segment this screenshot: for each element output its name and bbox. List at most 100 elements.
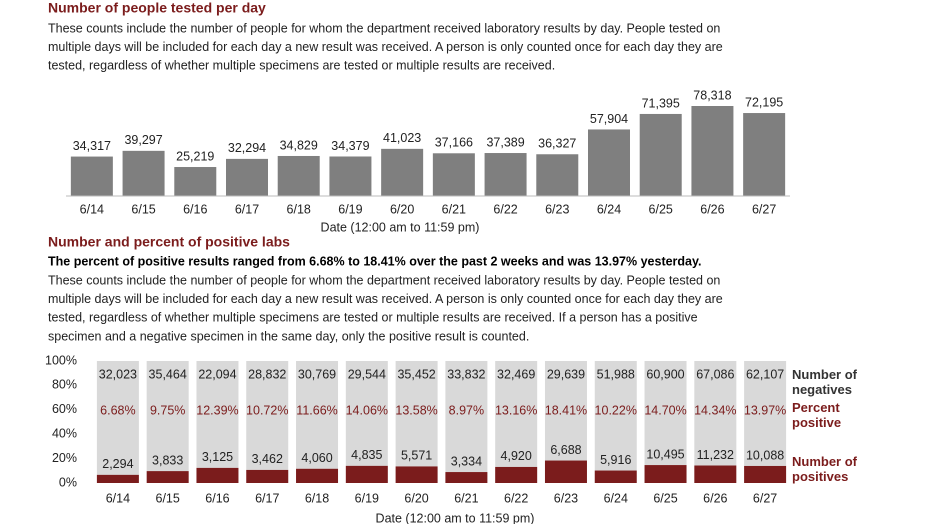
negative-bar bbox=[495, 361, 538, 467]
data-label: 34,829 bbox=[280, 138, 318, 152]
chart-title: Number and percent of positive labs bbox=[48, 234, 290, 250]
negative-bar bbox=[246, 361, 289, 470]
description-line: specimen and a negative specimen in the … bbox=[48, 329, 529, 343]
positive-bar bbox=[196, 467, 239, 483]
chart-title: Number of people tested per day bbox=[48, 0, 266, 16]
description-line: tested, regardless of whether multiple s… bbox=[48, 59, 555, 73]
description-line: multiple days will be included for each … bbox=[48, 292, 723, 306]
data-label: 51,988 bbox=[597, 367, 635, 381]
x-tick-label: 6/20 bbox=[390, 202, 414, 216]
data-label: 29,544 bbox=[348, 367, 386, 381]
negative-bar bbox=[594, 361, 637, 471]
data-label: 10,495 bbox=[646, 447, 684, 461]
bar bbox=[329, 156, 372, 196]
x-tick-label: 6/20 bbox=[404, 491, 428, 505]
data-label: 22,094 bbox=[198, 367, 236, 381]
negative-bar bbox=[196, 361, 239, 468]
bar bbox=[381, 148, 424, 196]
positive-bar bbox=[594, 470, 637, 483]
positive-bar bbox=[96, 474, 139, 483]
data-label: 60,900 bbox=[646, 367, 684, 381]
x-tick-label: 6/25 bbox=[649, 202, 673, 216]
bar bbox=[432, 153, 475, 196]
negative-bar bbox=[96, 361, 139, 475]
data-label: 72,195 bbox=[745, 95, 783, 109]
x-tick-label: 6/27 bbox=[752, 202, 776, 216]
bar bbox=[691, 106, 734, 196]
y-tick-label: 100% bbox=[45, 353, 77, 367]
y-tick-label: 80% bbox=[52, 378, 77, 392]
data-label: 18.41% bbox=[545, 403, 587, 417]
data-label: 32,023 bbox=[99, 367, 137, 381]
data-label: 10.22% bbox=[595, 403, 637, 417]
negative-bar bbox=[445, 361, 488, 473]
y-tick-label: 0% bbox=[59, 475, 77, 489]
x-tick-label: 6/23 bbox=[545, 202, 569, 216]
data-label: 12.39% bbox=[196, 403, 238, 417]
data-label: 11,232 bbox=[697, 448, 734, 462]
data-label: 32,294 bbox=[228, 141, 266, 155]
description-line: These counts include the number of peopl… bbox=[48, 21, 720, 35]
data-label: 62,107 bbox=[746, 367, 784, 381]
x-tick-label: 6/17 bbox=[235, 202, 259, 216]
bar bbox=[743, 113, 786, 196]
positive-bar bbox=[345, 465, 388, 483]
data-label: 4,060 bbox=[301, 451, 332, 465]
bar bbox=[226, 158, 268, 196]
negative-bar bbox=[146, 361, 189, 472]
x-tick-label: 6/21 bbox=[454, 491, 478, 505]
chart-subtitle: The percent of positive results ranged f… bbox=[48, 254, 702, 268]
y-tick-label: 40% bbox=[52, 426, 77, 440]
positive-bar bbox=[495, 466, 538, 483]
bar bbox=[484, 153, 527, 196]
data-label: 14.06% bbox=[346, 403, 388, 417]
positive-bar bbox=[544, 460, 587, 483]
data-label: 3,833 bbox=[152, 453, 183, 467]
x-tick-label: 6/18 bbox=[305, 491, 329, 505]
y-tick-label: 20% bbox=[52, 451, 77, 465]
data-label: 35,464 bbox=[149, 367, 187, 381]
data-label: 11.66% bbox=[296, 403, 337, 417]
data-label: 13.16% bbox=[495, 403, 537, 417]
bar bbox=[122, 150, 165, 196]
x-tick-label: 6/16 bbox=[205, 491, 229, 505]
data-label: 13.97% bbox=[744, 403, 786, 417]
data-label: 57,904 bbox=[590, 112, 628, 126]
data-label: 2,294 bbox=[102, 457, 133, 471]
data-label: 32,469 bbox=[497, 367, 535, 381]
bar bbox=[174, 167, 217, 196]
bar bbox=[639, 113, 682, 196]
negative-bar bbox=[544, 361, 587, 461]
description-line: These counts include the number of peopl… bbox=[48, 273, 720, 287]
positive-bar bbox=[694, 465, 737, 483]
data-label: 5,916 bbox=[600, 453, 631, 467]
negative-bar bbox=[694, 361, 737, 466]
data-label: 39,297 bbox=[124, 133, 162, 147]
positive-bar bbox=[296, 468, 339, 483]
x-axis-label: Date (12:00 am to 11:59 pm) bbox=[321, 220, 480, 234]
positive-bar bbox=[744, 465, 787, 483]
data-label: 29,639 bbox=[547, 367, 585, 381]
data-label: 34,317 bbox=[73, 139, 111, 153]
data-label: 34,379 bbox=[331, 139, 369, 153]
data-label: 36,327 bbox=[538, 137, 576, 151]
x-tick-label: 6/22 bbox=[504, 491, 528, 505]
data-label: 14.34% bbox=[694, 403, 736, 417]
x-tick-label: 6/26 bbox=[700, 202, 724, 216]
bar bbox=[536, 154, 579, 196]
x-tick-label: 6/15 bbox=[156, 491, 180, 505]
x-tick-label: 6/23 bbox=[554, 491, 578, 505]
data-label: 3,125 bbox=[202, 450, 233, 464]
x-tick-label: 6/18 bbox=[287, 202, 311, 216]
data-label: 71,395 bbox=[642, 96, 680, 110]
data-label: 13.58% bbox=[395, 403, 437, 417]
negative-bar bbox=[296, 361, 339, 469]
data-label: 3,334 bbox=[451, 454, 482, 468]
negative-bar bbox=[345, 361, 388, 466]
x-tick-label: 6/14 bbox=[80, 202, 104, 216]
legend-entry: Percent positive bbox=[792, 400, 842, 430]
positive-bar bbox=[395, 466, 438, 483]
data-label: 37,389 bbox=[486, 135, 524, 149]
data-label: 6.68% bbox=[100, 403, 135, 417]
